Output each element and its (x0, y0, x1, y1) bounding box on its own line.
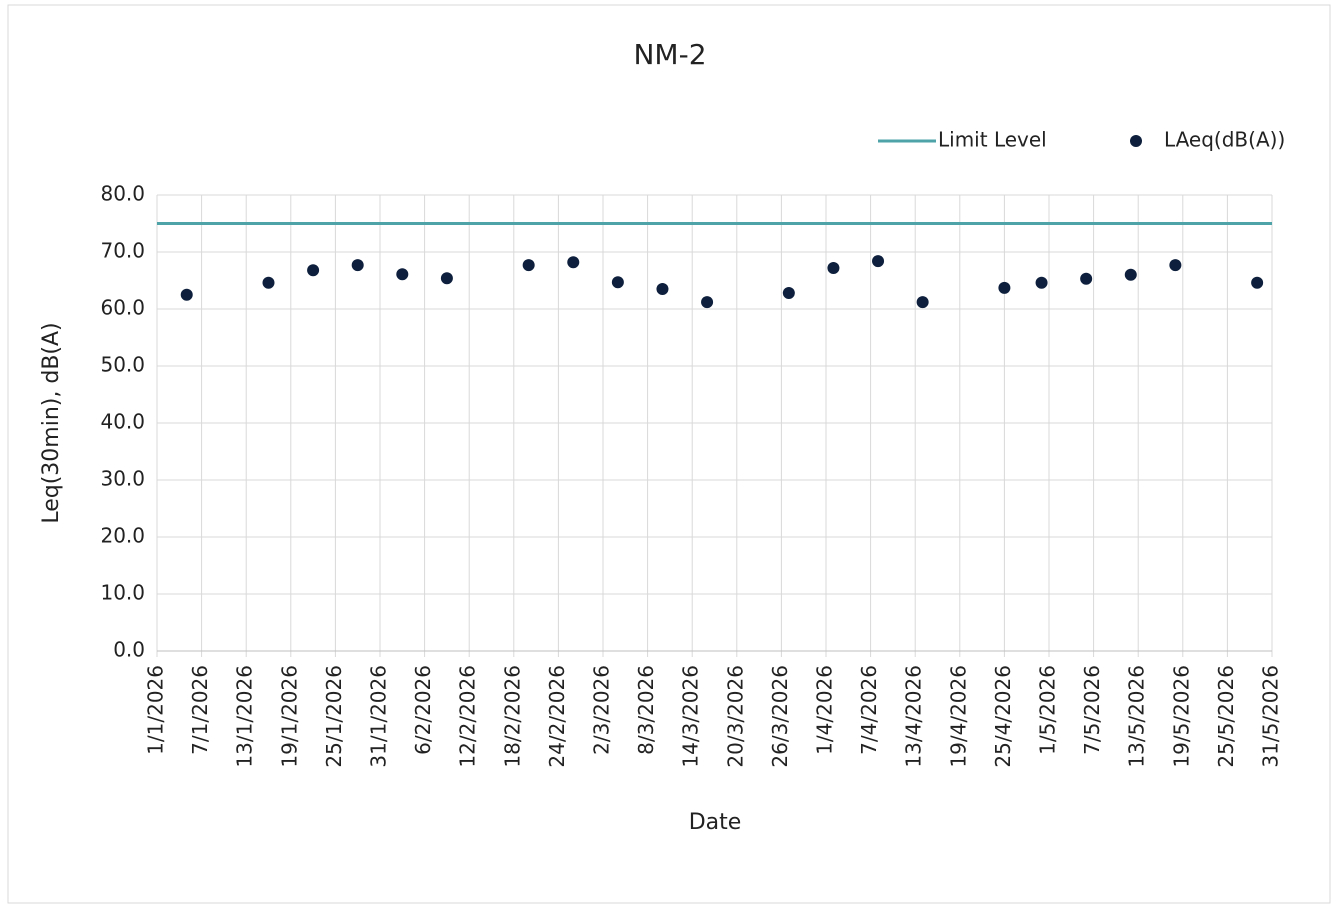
data-point (872, 255, 885, 268)
chart-frame (7, 4, 1331, 904)
data-point (1169, 259, 1182, 272)
y-tick-label: 60.0 (100, 296, 145, 320)
x-tick-label: 25/1/2026 (322, 665, 346, 768)
x-tick-label: 7/5/2026 (1080, 665, 1104, 755)
data-point (611, 276, 624, 289)
data-point (916, 296, 929, 309)
x-axis-label: Date (689, 810, 742, 835)
x-tick-label: 31/1/2026 (367, 665, 391, 768)
x-tick-label: 19/5/2026 (1169, 665, 1193, 768)
data-point (567, 256, 580, 269)
x-tick-label: 1/1/2026 (144, 665, 168, 755)
data-point (998, 281, 1011, 294)
legend-label: Limit Level (938, 128, 1047, 152)
x-tick-label: 13/4/2026 (902, 665, 926, 768)
x-tick-label: 6/2/2026 (411, 665, 435, 755)
y-axis-label: Leq(30min), dB(A) (39, 322, 64, 523)
x-tick-label: 25/5/2026 (1214, 665, 1238, 768)
y-tick-label: 20.0 (100, 524, 145, 548)
data-point (180, 288, 193, 301)
data-point (307, 264, 320, 277)
x-tick-label: 12/2/2026 (456, 665, 480, 768)
y-tick-label: 50.0 (100, 353, 145, 377)
data-point (351, 259, 364, 272)
x-tick-label: 19/1/2026 (277, 665, 301, 768)
y-tick-label: 70.0 (100, 239, 145, 263)
data-point (262, 276, 275, 289)
x-tick-label: 7/1/2026 (188, 665, 212, 755)
legend-label: LAeq(dB(A)) (1164, 128, 1285, 152)
x-tick-label: 1/5/2026 (1036, 665, 1060, 755)
x-tick-label: 24/2/2026 (545, 665, 569, 768)
data-point (1080, 272, 1093, 285)
data-point (827, 261, 840, 274)
data-point (701, 296, 714, 309)
data-point (656, 283, 669, 296)
x-tick-label: 13/5/2026 (1125, 665, 1149, 768)
y-tick-label: 40.0 (100, 410, 145, 434)
x-tick-label: 1/4/2026 (813, 665, 837, 755)
x-tick-label: 13/1/2026 (233, 665, 257, 768)
data-point (522, 259, 535, 272)
data-point (1124, 268, 1137, 281)
x-tick-label: 7/4/2026 (857, 665, 881, 755)
y-tick-label: 10.0 (100, 581, 145, 605)
data-point (440, 272, 453, 285)
x-tick-label: 26/3/2026 (768, 665, 792, 768)
x-tick-label: 14/3/2026 (679, 665, 703, 768)
x-tick-label: 20/3/2026 (723, 665, 747, 768)
data-point (396, 268, 409, 281)
y-tick-label: 80.0 (100, 182, 145, 206)
chart-title: NM-2 (633, 38, 706, 71)
x-tick-label: 2/3/2026 (590, 665, 614, 755)
y-tick-label: 0.0 (113, 638, 145, 662)
data-point (782, 287, 795, 300)
x-tick-label: 19/4/2026 (946, 665, 970, 768)
x-tick-label: 8/3/2026 (634, 665, 658, 755)
data-point (1251, 276, 1264, 289)
x-tick-label: 31/5/2026 (1259, 665, 1283, 768)
legend-swatch (1130, 135, 1142, 147)
x-tick-label: 25/4/2026 (991, 665, 1015, 768)
y-tick-label: 30.0 (100, 467, 145, 491)
data-point (1035, 276, 1048, 289)
x-tick-label: 18/2/2026 (500, 665, 524, 768)
